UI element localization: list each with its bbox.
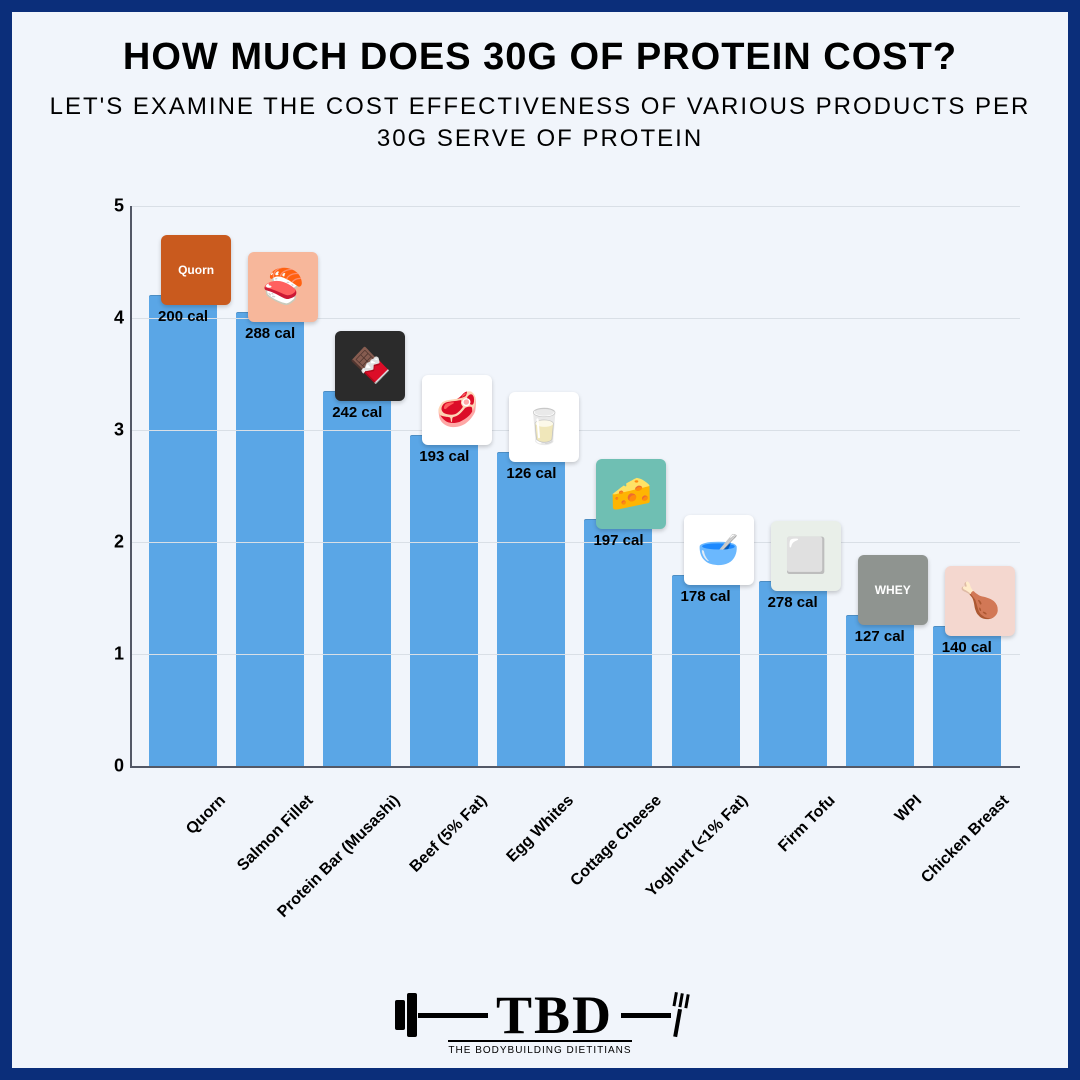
bar-column: 🍗140 cal <box>933 206 1001 766</box>
bar-column: 🍣288 cal <box>236 206 304 766</box>
bar <box>584 519 652 765</box>
y-tick: 1 <box>100 643 124 664</box>
logo-row: TBD <box>394 988 686 1042</box>
bar-column: ⬜278 cal <box>759 206 827 766</box>
grid-line <box>130 206 1020 207</box>
bar <box>497 452 565 766</box>
barbell-icon <box>394 993 488 1037</box>
bar-column: 🥣178 cal <box>672 206 740 766</box>
page-subtitle: LET'S EXAMINE THE COST EFFECTIVENESS OF … <box>42 91 1038 156</box>
calorie-label: 140 cal <box>942 639 992 656</box>
bars-container: Quorn200 cal🍣288 cal🍫242 cal🥩193 cal🥛126… <box>130 206 1020 766</box>
yoghurt-icon: 🥣 <box>684 515 754 585</box>
plot-area: Quorn200 cal🍣288 cal🍫242 cal🥩193 cal🥛126… <box>130 206 1020 766</box>
y-tick: 3 <box>100 419 124 440</box>
bar-column: 🥛126 cal <box>497 206 565 766</box>
x-tick-label: Chicken Breast <box>918 792 1080 966</box>
chicken-icon: 🍗 <box>945 566 1015 636</box>
bar <box>410 435 478 765</box>
tofu-icon: ⬜ <box>771 521 841 591</box>
x-labels-container: QuornSalmon FilletProtein Bar (Musashi)B… <box>130 776 1020 906</box>
chart: Cost Per 30g Of Protein ($) Quorn200 cal… <box>60 206 1020 846</box>
calorie-label: 278 cal <box>768 594 818 611</box>
calorie-label: 193 cal <box>419 448 469 465</box>
bar-column: Quorn200 cal <box>149 206 217 766</box>
bar <box>236 312 304 766</box>
y-tick: 0 <box>100 755 124 776</box>
bar-column: 🍫242 cal <box>323 206 391 766</box>
y-tick: 4 <box>100 307 124 328</box>
calorie-label: 197 cal <box>593 532 643 549</box>
grid-line <box>130 542 1020 543</box>
x-axis-line <box>130 766 1020 768</box>
beef-icon: 🥩 <box>422 375 492 445</box>
calorie-label: 178 cal <box>681 588 731 605</box>
cottage-cheese-icon: 🧀 <box>596 459 666 529</box>
salmon-icon: 🍣 <box>248 252 318 322</box>
logo-text: TBD <box>496 988 613 1042</box>
grid-line <box>130 654 1020 655</box>
y-tick: 2 <box>100 531 124 552</box>
calorie-label: 288 cal <box>245 325 295 342</box>
egg-whites-icon: 🥛 <box>509 392 579 462</box>
protein-bar-icon: 🍫 <box>335 331 405 401</box>
y-axis-line <box>130 206 132 766</box>
page-title: HOW MUCH DOES 30G OF PROTEIN COST? <box>123 36 957 79</box>
bar <box>149 295 217 765</box>
y-tick: 5 <box>100 195 124 216</box>
quorn-icon: Quorn <box>161 235 231 305</box>
bar-column: 🧀197 cal <box>584 206 652 766</box>
calorie-label: 126 cal <box>506 465 556 482</box>
calorie-label: 242 cal <box>332 404 382 421</box>
wpi-icon: WHEY <box>858 555 928 625</box>
brand-logo: TBD THE BODYBUILDING DIETITIANS <box>394 988 686 1058</box>
calorie-label: 127 cal <box>855 628 905 645</box>
logo-subtitle: THE BODYBUILDING DIETITIANS <box>448 1040 631 1056</box>
bar-column: 🥩193 cal <box>410 206 478 766</box>
bar-column: WHEY127 cal <box>846 206 914 766</box>
infographic-frame: HOW MUCH DOES 30G OF PROTEIN COST? LET'S… <box>0 0 1080 1080</box>
fork-knife-icon <box>621 993 686 1037</box>
calorie-label: 200 cal <box>158 308 208 325</box>
bar <box>323 391 391 766</box>
